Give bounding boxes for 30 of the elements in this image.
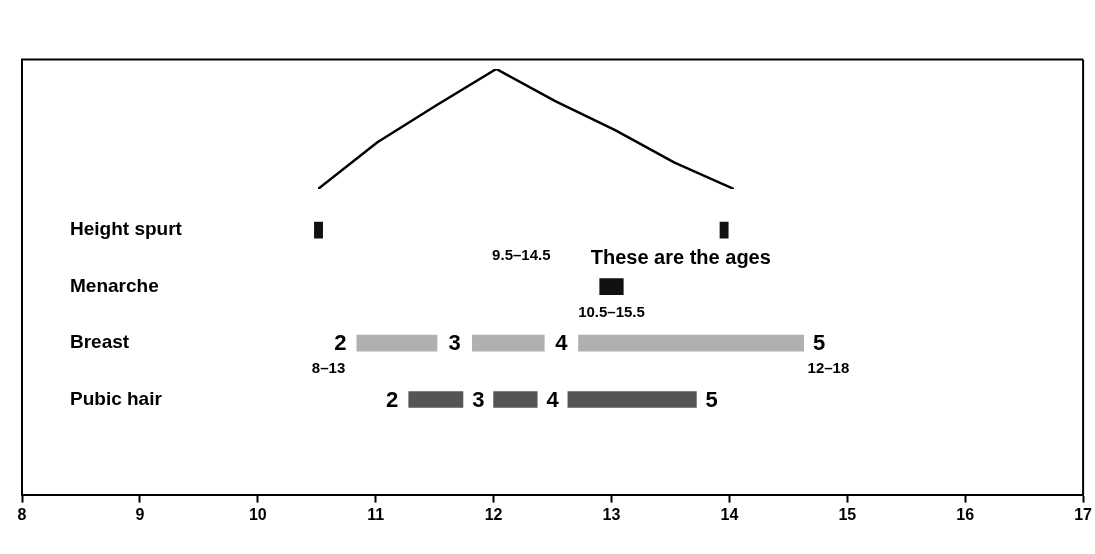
annotation: 10.5–15.5 [578,302,645,320]
x-tick-label: 16 [956,505,975,523]
x-tick-label: 13 [602,505,621,523]
annotation: 4 [555,330,569,356]
y-tick-label: Menarche [70,274,159,296]
annotation: 2 [386,386,399,412]
x-tick-label: 12 [484,505,503,523]
annotation: 4 [546,386,560,412]
x-tick-label: 11 [367,505,385,523]
annotation: These are the ages [590,245,771,268]
bar [314,221,323,239]
x-tick-label: 17 [1074,505,1093,523]
bar [599,278,624,295]
y-tick-label: Breast [70,331,130,353]
annotation: 2 [334,330,347,356]
annotation: 8–13 [311,359,346,377]
annotation: 3 [448,330,461,356]
x-tick-label: 9 [135,505,145,523]
x-tick-label: 15 [838,505,857,523]
annotation: 9.5–14.5 [492,246,551,264]
x-tick-label: 14 [720,505,739,523]
annotation: 3 [472,386,485,412]
y-tick-label: Pubic hair [70,387,163,409]
bar [719,221,729,239]
annotation: 12–18 [807,359,850,377]
annotation: 5 [705,386,718,412]
y-tick-label: Height spurt [70,218,183,240]
annotation: 5 [812,330,826,356]
x-tick-label: 8 [17,505,27,523]
x-tick-label: 10 [248,505,267,523]
